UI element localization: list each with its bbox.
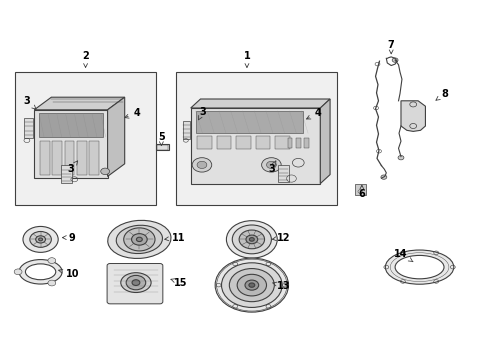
- Text: 4: 4: [306, 108, 321, 119]
- Text: 12: 12: [272, 233, 290, 243]
- Polygon shape: [190, 99, 329, 108]
- Bar: [64, 141, 74, 175]
- Text: 8: 8: [435, 89, 447, 100]
- Bar: [61, 165, 72, 183]
- Circle shape: [131, 234, 147, 245]
- Ellipse shape: [107, 220, 171, 258]
- Circle shape: [14, 269, 22, 275]
- Text: 6: 6: [358, 185, 365, 199]
- Bar: [176, 72, 337, 205]
- Circle shape: [380, 175, 386, 179]
- Circle shape: [245, 235, 257, 244]
- Circle shape: [229, 269, 274, 302]
- Ellipse shape: [19, 260, 62, 284]
- Text: 1: 1: [243, 51, 250, 67]
- Bar: [197, 136, 211, 149]
- Ellipse shape: [121, 273, 151, 292]
- Circle shape: [197, 161, 206, 168]
- Circle shape: [237, 274, 266, 296]
- Bar: [89, 141, 99, 175]
- Polygon shape: [34, 110, 107, 178]
- Polygon shape: [400, 101, 425, 131]
- Text: 9: 9: [62, 233, 76, 243]
- Bar: [354, 184, 365, 195]
- Text: 4: 4: [124, 108, 140, 118]
- Circle shape: [30, 231, 51, 247]
- Text: 7: 7: [387, 40, 394, 54]
- Circle shape: [136, 237, 142, 242]
- Circle shape: [36, 236, 45, 243]
- Bar: [295, 138, 300, 148]
- Bar: [195, 111, 303, 133]
- Circle shape: [232, 225, 271, 254]
- Bar: [255, 136, 270, 149]
- Text: 14: 14: [393, 249, 412, 262]
- Circle shape: [244, 280, 258, 290]
- Text: 10: 10: [59, 269, 79, 279]
- Circle shape: [391, 58, 397, 62]
- Bar: [77, 141, 86, 175]
- Bar: [304, 138, 308, 148]
- Bar: [216, 136, 231, 149]
- Text: 3: 3: [198, 107, 206, 120]
- Text: 3: 3: [23, 96, 36, 109]
- Circle shape: [132, 280, 140, 285]
- Bar: [236, 136, 250, 149]
- Text: 2: 2: [82, 51, 89, 67]
- Circle shape: [101, 168, 109, 175]
- Ellipse shape: [385, 250, 453, 284]
- Polygon shape: [107, 97, 124, 176]
- Text: 11: 11: [164, 233, 185, 243]
- Text: 5: 5: [158, 132, 164, 145]
- Bar: [275, 136, 289, 149]
- Ellipse shape: [25, 264, 56, 280]
- Circle shape: [23, 226, 58, 252]
- Bar: [40, 141, 50, 175]
- Circle shape: [126, 275, 145, 290]
- Ellipse shape: [394, 256, 443, 279]
- FancyBboxPatch shape: [107, 264, 163, 304]
- Bar: [52, 141, 62, 175]
- Bar: [15, 72, 156, 205]
- Circle shape: [249, 238, 254, 241]
- Circle shape: [397, 156, 403, 160]
- Circle shape: [123, 228, 155, 251]
- Circle shape: [221, 263, 282, 307]
- Circle shape: [226, 221, 277, 258]
- Circle shape: [261, 158, 281, 172]
- Circle shape: [39, 238, 42, 241]
- Polygon shape: [156, 144, 168, 150]
- Circle shape: [215, 258, 288, 312]
- Bar: [39, 113, 102, 137]
- Polygon shape: [320, 99, 329, 184]
- Text: 3: 3: [267, 161, 275, 174]
- Circle shape: [48, 280, 56, 286]
- Bar: [24, 118, 33, 138]
- Circle shape: [48, 258, 56, 264]
- Polygon shape: [190, 108, 320, 184]
- Bar: [183, 121, 190, 139]
- Text: 15: 15: [171, 278, 187, 288]
- Text: 13: 13: [272, 281, 290, 291]
- Circle shape: [239, 230, 264, 249]
- Circle shape: [266, 161, 276, 168]
- Polygon shape: [34, 97, 124, 110]
- Bar: [277, 165, 288, 182]
- Text: 3: 3: [67, 161, 78, 174]
- Circle shape: [248, 283, 254, 287]
- Bar: [287, 138, 292, 148]
- Ellipse shape: [116, 225, 162, 253]
- Circle shape: [192, 158, 211, 172]
